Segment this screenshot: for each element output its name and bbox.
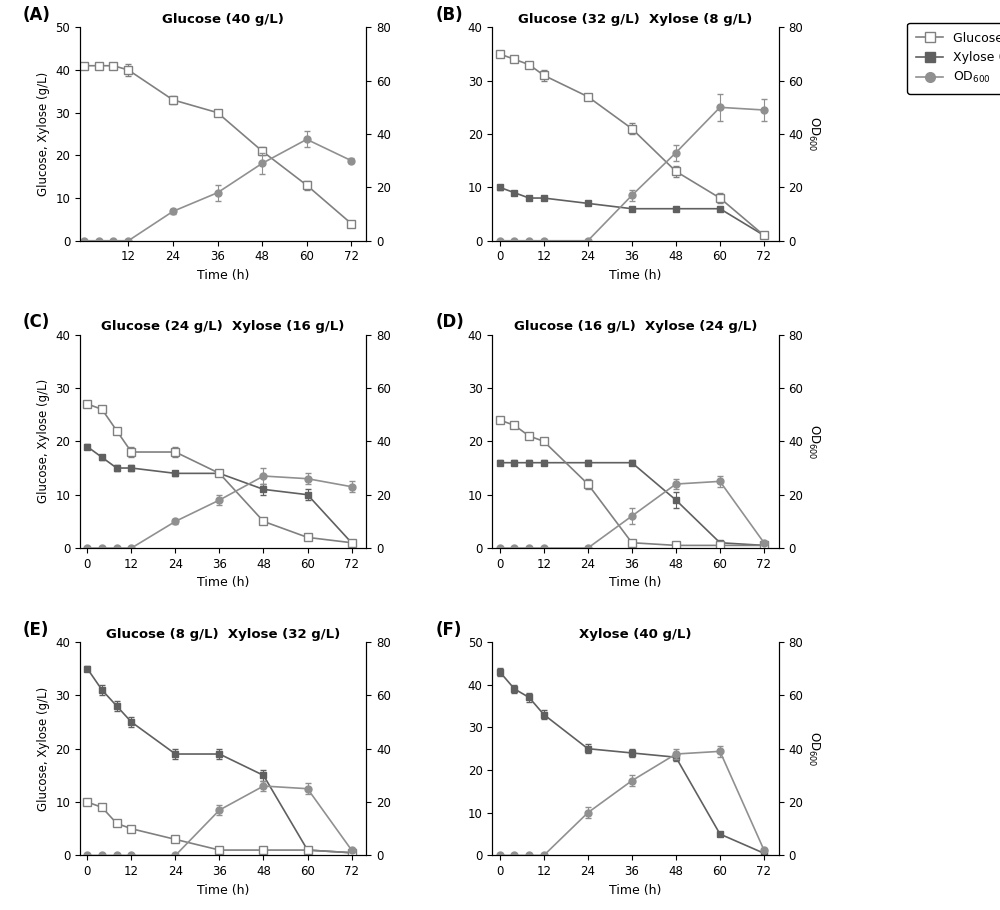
Text: (D): (D) (435, 313, 464, 331)
X-axis label: Time (h): Time (h) (197, 884, 249, 896)
Title: Xylose (40 g/L): Xylose (40 g/L) (579, 628, 692, 641)
Text: (C): (C) (23, 313, 50, 331)
Title: Glucose (8 g/L)  Xylose (32 g/L): Glucose (8 g/L) Xylose (32 g/L) (106, 628, 340, 641)
X-axis label: Time (h): Time (h) (609, 576, 662, 590)
Title: Glucose (40 g/L): Glucose (40 g/L) (162, 13, 284, 26)
Text: (F): (F) (435, 621, 462, 639)
Title: Glucose (24 g/L)  Xylose (16 g/L): Glucose (24 g/L) Xylose (16 g/L) (101, 320, 345, 333)
Text: (B): (B) (435, 6, 463, 24)
Y-axis label: OD$_{600}$: OD$_{600}$ (806, 731, 821, 766)
Y-axis label: Glucose, Xylose (g/L): Glucose, Xylose (g/L) (37, 72, 50, 197)
Legend: Glucose (g/L), Xylose (g/L), OD$_{600}$: Glucose (g/L), Xylose (g/L), OD$_{600}$ (907, 23, 1000, 94)
Y-axis label: OD$_{600}$: OD$_{600}$ (806, 116, 821, 152)
Title: Glucose (16 g/L)  Xylose (24 g/L): Glucose (16 g/L) Xylose (24 g/L) (514, 320, 757, 333)
Text: (E): (E) (23, 621, 49, 639)
X-axis label: Time (h): Time (h) (609, 884, 662, 896)
Y-axis label: Glucose, Xylose (g/L): Glucose, Xylose (g/L) (37, 379, 50, 503)
Y-axis label: OD$_{600}$: OD$_{600}$ (806, 423, 821, 460)
X-axis label: Time (h): Time (h) (609, 269, 662, 282)
Title: Glucose (32 g/L)  Xylose (8 g/L): Glucose (32 g/L) Xylose (8 g/L) (518, 13, 753, 26)
Text: (A): (A) (23, 6, 51, 24)
X-axis label: Time (h): Time (h) (197, 269, 249, 282)
X-axis label: Time (h): Time (h) (197, 576, 249, 590)
Y-axis label: Glucose, Xylose (g/L): Glucose, Xylose (g/L) (37, 686, 50, 811)
